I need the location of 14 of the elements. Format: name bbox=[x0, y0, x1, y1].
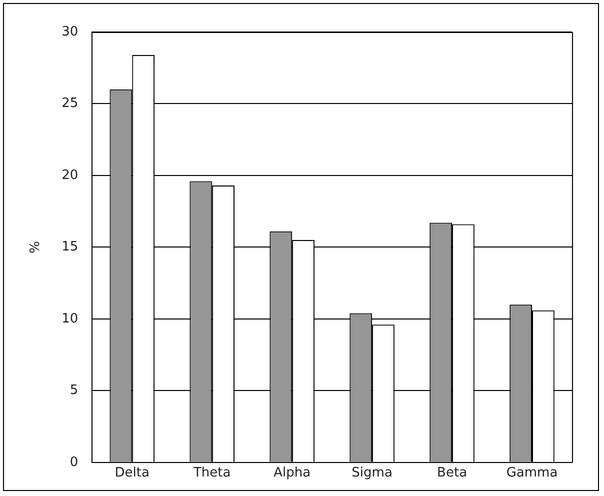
y-tick-label: 15 bbox=[62, 240, 78, 255]
x-tick-label: Delta bbox=[114, 466, 150, 481]
x-tick-label: Gamma bbox=[506, 466, 558, 481]
y-tick-label: 30 bbox=[62, 24, 78, 40]
x-tick-label: Alpha bbox=[274, 466, 311, 481]
y-tick-label: 10 bbox=[62, 311, 78, 326]
x-tick-label: Sigma bbox=[352, 466, 392, 481]
y-tick-label: 20 bbox=[62, 168, 78, 183]
y-tick-label: 0 bbox=[70, 454, 78, 470]
y-axis-title: % bbox=[28, 241, 44, 254]
y-tick-label: 25 bbox=[62, 96, 78, 112]
x-tick-label: Theta bbox=[192, 466, 231, 481]
x-tick-label: Beta bbox=[437, 466, 468, 481]
y-tick-label: 5 bbox=[70, 383, 78, 398]
